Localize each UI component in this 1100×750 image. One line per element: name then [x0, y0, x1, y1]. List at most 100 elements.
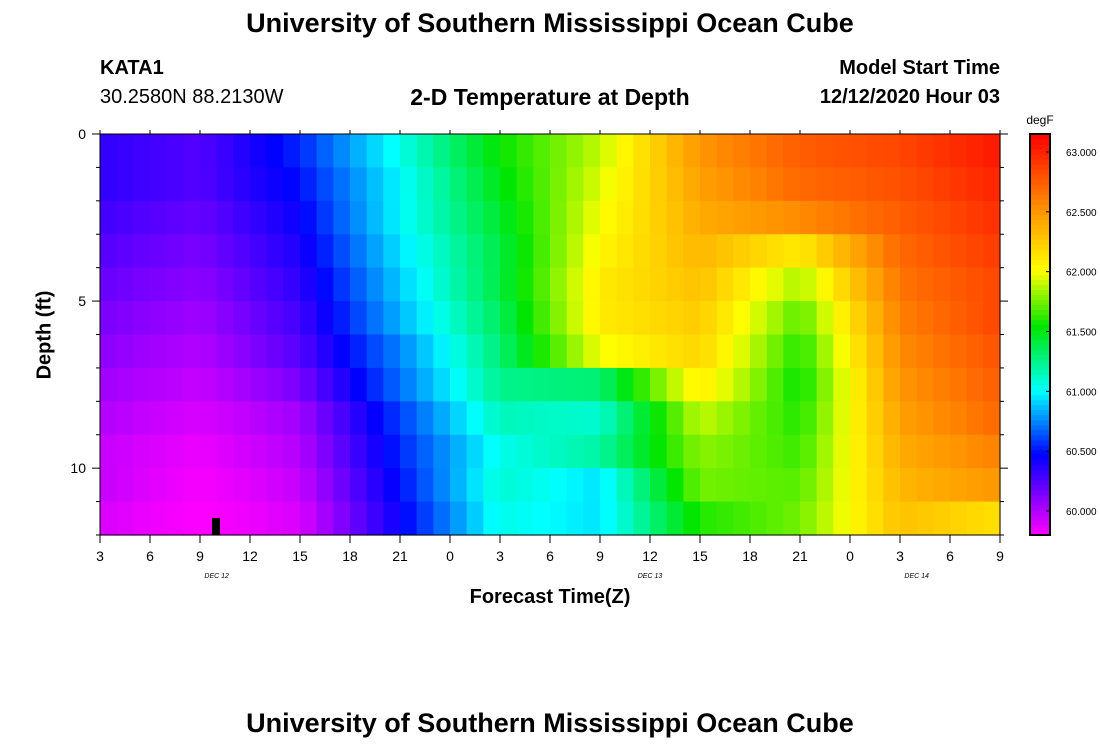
- heatmap-cell: [100, 200, 118, 235]
- heatmap-cell: [466, 334, 484, 369]
- heatmap-cell: [983, 334, 1001, 369]
- heatmap-cell: [633, 501, 651, 536]
- heatmap-cell: [650, 167, 668, 202]
- heatmap-cell: [733, 501, 751, 536]
- heatmap-cell: [183, 134, 201, 169]
- heatmap-cell: [616, 434, 634, 469]
- heatmap-cell: [266, 301, 284, 336]
- fine-marker: [212, 518, 220, 535]
- heatmap-cell: [400, 200, 418, 235]
- heatmap-cell: [883, 367, 901, 402]
- heatmap-cell: [866, 468, 884, 503]
- heatmap-cell: [333, 334, 351, 369]
- heatmap-cell: [850, 200, 868, 235]
- heatmap-cell: [316, 200, 334, 235]
- heatmap-cell: [766, 334, 784, 369]
- heatmap-cell: [916, 301, 934, 336]
- heatmap-cell: [133, 501, 151, 536]
- heatmap-cell: [833, 367, 851, 402]
- heatmap-cell: [983, 134, 1001, 169]
- heatmap-cell: [133, 200, 151, 235]
- heatmap-cell: [266, 167, 284, 202]
- heatmap-cell: [133, 367, 151, 402]
- heatmap-cell: [633, 334, 651, 369]
- heatmap-cell: [100, 167, 118, 202]
- heatmap-cell: [316, 167, 334, 202]
- heatmap-cell: [483, 468, 501, 503]
- heatmap-cell: [466, 267, 484, 302]
- heatmap-cell: [833, 167, 851, 202]
- heatmap-cell: [433, 434, 451, 469]
- heatmap-cell: [900, 167, 918, 202]
- heatmap-cell: [116, 367, 134, 402]
- heatmap-cell: [800, 401, 818, 436]
- heatmap-cell: [283, 367, 301, 402]
- x-tick-label: 3: [496, 548, 504, 564]
- heatmap-cell: [166, 134, 184, 169]
- colorbar-segment: [1030, 499, 1050, 506]
- heatmap-cell: [366, 234, 384, 269]
- heatmap-cell: [566, 134, 584, 169]
- heatmap-cell: [450, 434, 468, 469]
- heatmap-cell: [350, 267, 368, 302]
- heatmap-cell: [566, 200, 584, 235]
- heatmap-cell: [150, 468, 168, 503]
- heatmap-cell: [133, 234, 151, 269]
- x-tick-label: 15: [292, 548, 308, 564]
- heatmap-cell: [566, 401, 584, 436]
- colorbar-segment: [1030, 369, 1050, 376]
- heatmap-cell: [800, 434, 818, 469]
- heatmap-cell: [500, 267, 518, 302]
- heatmap-cell: [250, 468, 268, 503]
- heatmap-cell: [683, 501, 701, 536]
- colorbar-segment: [1030, 314, 1050, 321]
- heatmap-cell: [350, 134, 368, 169]
- heatmap-cell: [650, 367, 668, 402]
- heatmap-cell: [800, 301, 818, 336]
- heatmap-cell: [550, 200, 568, 235]
- heatmap-cell: [933, 401, 951, 436]
- heatmap-cell: [183, 267, 201, 302]
- heatmap-cell: [483, 200, 501, 235]
- heatmap-cell: [750, 200, 768, 235]
- heatmap-cell: [733, 434, 751, 469]
- heatmap-cell: [750, 234, 768, 269]
- colorbar-segment: [1030, 334, 1050, 341]
- heatmap-cell: [700, 401, 718, 436]
- heatmap-cell: [983, 367, 1001, 402]
- heatmap-cell: [800, 367, 818, 402]
- heatmap-cell: [350, 167, 368, 202]
- heatmap-cell: [633, 200, 651, 235]
- heatmap-cell: [166, 200, 184, 235]
- heatmap-cell: [366, 401, 384, 436]
- heatmap-cell: [933, 468, 951, 503]
- heatmap-cell: [666, 134, 684, 169]
- x-axis-label: Forecast Time(Z): [469, 586, 631, 608]
- colorbar-segment: [1030, 279, 1050, 285]
- heatmap-cell: [966, 501, 984, 536]
- heatmap-cell: [766, 501, 784, 536]
- colorbar-segment: [1030, 474, 1050, 481]
- heatmap-cell: [500, 468, 518, 503]
- heatmap-cell: [100, 234, 118, 269]
- heatmap-cell: [616, 334, 634, 369]
- heatmap-cell: [833, 501, 851, 536]
- heatmap-cell: [500, 334, 518, 369]
- colorbar-segment: [1030, 199, 1050, 205]
- heatmap-cell: [966, 200, 984, 235]
- model-start-label: Model Start Time: [839, 57, 1000, 79]
- heatmap-cell: [816, 334, 834, 369]
- heatmap-cell: [733, 134, 751, 169]
- heatmap-cell: [250, 267, 268, 302]
- heatmap-cell: [333, 301, 351, 336]
- heatmap-cell: [533, 301, 551, 336]
- heatmap-cell: [283, 167, 301, 202]
- heatmap-cell: [683, 468, 701, 503]
- date-label: DEC 13: [638, 573, 663, 580]
- heatmap-cell: [866, 434, 884, 469]
- heatmap-cell: [150, 134, 168, 169]
- heatmap-cell: [550, 301, 568, 336]
- heatmap-cell: [133, 334, 151, 369]
- heatmap-cell: [600, 334, 618, 369]
